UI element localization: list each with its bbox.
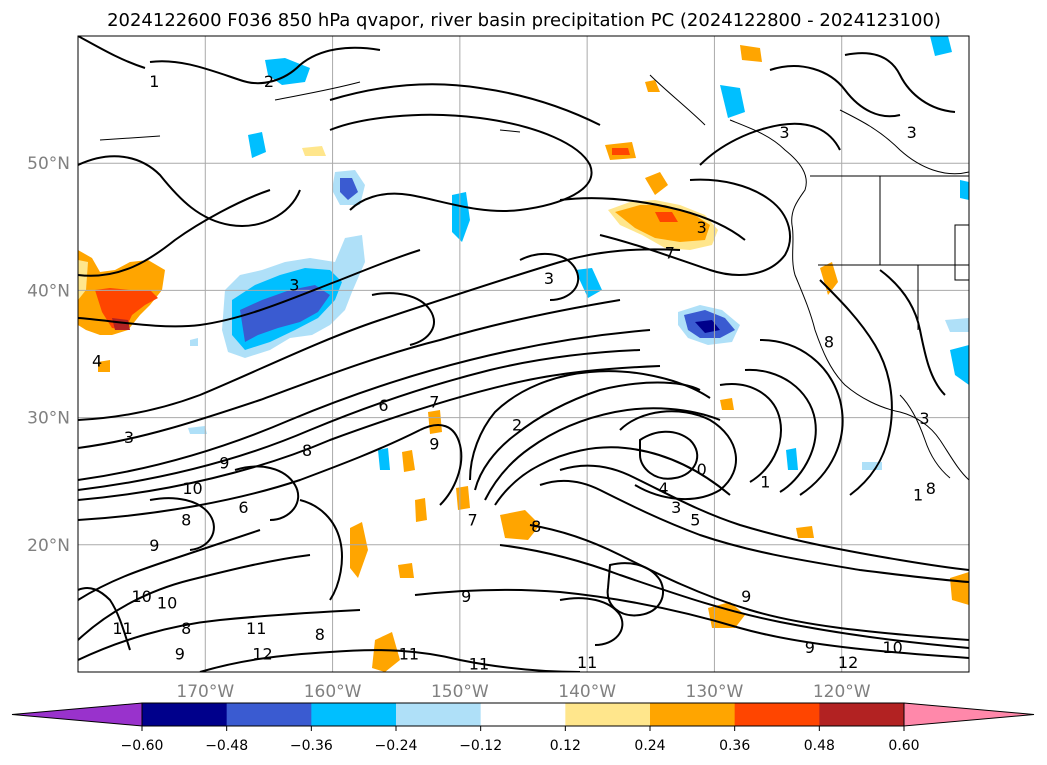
contour-label: 8	[181, 511, 191, 530]
contour-label: 9	[741, 587, 751, 606]
contour-label: 3	[671, 498, 681, 517]
colorbar-extend-min	[11, 702, 143, 727]
contour-label: 3	[779, 123, 789, 142]
colorbar-extend-max	[903, 702, 1035, 727]
contour-label: 4	[92, 352, 102, 371]
contour-label: 10	[182, 479, 202, 498]
contour-label: 8	[926, 479, 936, 498]
contour-label: 8	[824, 333, 834, 352]
colorbar: −0.60 −0.48 −0.36 −0.24 −0.12 0.12 0.24 0.36 0.4…	[11, 702, 1035, 754]
contour-label: 11	[469, 654, 489, 673]
colorbar-bin	[480, 703, 566, 726]
colorbar-tick-label: −0.60	[121, 738, 164, 754]
contour-label: 8	[302, 441, 312, 460]
colorbar-tick-label: −0.24	[375, 738, 418, 754]
lat-tick-label: 20°N	[27, 536, 70, 556]
contour-label: 9	[175, 644, 185, 663]
contour-label: 7	[429, 392, 439, 411]
contour-label: 9	[461, 587, 471, 606]
colorbar-frame	[141, 702, 905, 727]
lat-tick-label: 50°N	[27, 154, 70, 174]
positive-anomaly-west-core	[95, 288, 158, 330]
contour-label: 7	[665, 244, 675, 263]
contour-label: 3	[124, 428, 134, 447]
lat-tick-label: 30°N	[27, 409, 70, 429]
contour-label: 7	[467, 511, 477, 530]
contour-label: 3	[544, 269, 554, 288]
contour-label: 12	[838, 653, 858, 672]
contour-label: 9	[429, 434, 439, 453]
contour-label: 9	[805, 638, 815, 657]
colorbar-tick-label: 0.48	[804, 738, 835, 754]
lat-tick-label: 40°N	[27, 281, 70, 301]
contour-label: 3	[919, 409, 929, 428]
lon-tick-label: 140°W	[558, 682, 616, 702]
colorbar-tick-label: 0.60	[888, 738, 919, 754]
contour-label: 9	[149, 536, 159, 555]
colorbar-bin	[142, 703, 228, 726]
lon-tick-label: 160°W	[304, 682, 362, 702]
contour-label: 5	[690, 511, 700, 530]
contour-label: 11	[399, 644, 419, 663]
contour-label: 6	[378, 396, 388, 415]
contour-label: 2	[512, 415, 522, 434]
colorbar-bin	[396, 703, 482, 726]
lon-tick-label: 120°W	[813, 682, 871, 702]
contour-label: 11	[246, 619, 266, 638]
colorbar-bin	[565, 703, 651, 726]
contour-label: 8	[531, 517, 541, 536]
colorbar-tick-label: 0.24	[634, 738, 665, 754]
contour-label: 10	[131, 587, 151, 606]
map-frame	[77, 35, 970, 673]
colorbar-tick-label: −0.48	[205, 738, 248, 754]
contour-label: 1	[149, 72, 159, 91]
contour-label: 8	[181, 619, 191, 638]
contour-label: 11	[577, 653, 597, 672]
latitude-tick-labels: 20°N 30°N 40°N 50°N	[27, 154, 70, 556]
contour-label: 3	[907, 123, 917, 142]
lon-tick-label: 130°W	[686, 682, 744, 702]
colorbar-tick-label: 0.36	[719, 738, 750, 754]
colorbar-bin	[734, 703, 820, 726]
colorbar-tick-label: 0.12	[550, 738, 581, 754]
colorbar-bin	[226, 703, 312, 726]
contour-label: 1	[913, 485, 923, 504]
contour-label: 10	[882, 638, 902, 657]
contour-label: 0	[697, 460, 707, 479]
lon-tick-label: 150°W	[431, 682, 489, 702]
map-title: 2024122600 F036 850 hPa qvapor, river ba…	[107, 10, 941, 31]
contour-label: 3	[289, 275, 299, 294]
colorbar-bin	[311, 703, 397, 726]
colorbar-tick-label: −0.12	[459, 738, 502, 754]
colorbar-bin	[650, 703, 736, 726]
colorbar-tick-label: −0.36	[290, 738, 333, 754]
contour-label: 10	[157, 593, 177, 612]
colorbar-bin	[819, 703, 905, 726]
coastlines	[99, 74, 969, 481]
contour-label: 11	[112, 619, 132, 638]
contour-label: 8	[315, 625, 325, 644]
contour-label: 3	[697, 218, 707, 237]
qvapor-contours	[78, 36, 969, 672]
contour-label: 4	[658, 479, 668, 498]
longitude-tick-labels: 170°W 160°W 150°W 140°W 130°W 120°W	[176, 682, 870, 702]
contour-label: 12	[252, 644, 272, 663]
lon-tick-label: 170°W	[176, 682, 234, 702]
contour-label: 9	[219, 453, 229, 472]
contour-label: 6	[238, 498, 248, 517]
contour-label: 2	[264, 72, 274, 91]
contour-label: 1	[760, 473, 770, 492]
